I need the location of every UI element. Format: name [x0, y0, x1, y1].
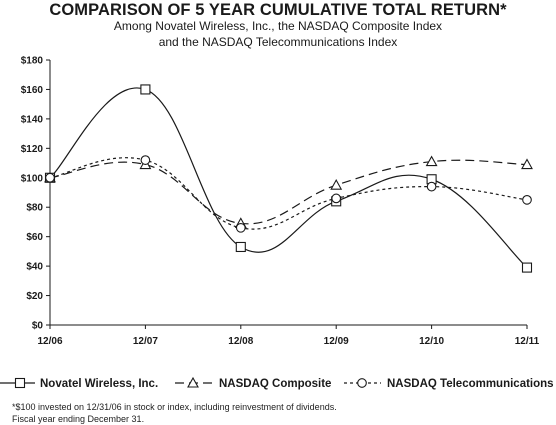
legend-marker-triangle — [187, 376, 199, 388]
x-tick-label: 12/06 — [37, 336, 62, 347]
data-point-circle — [140, 155, 151, 165]
series-triangle — [44, 155, 533, 228]
y-tick-label: $140 — [21, 114, 44, 125]
footnote-fiscal-year: Fiscal year ending December 31. — [12, 414, 145, 424]
data-point-triangle — [425, 155, 438, 167]
data-point-triangle — [521, 158, 533, 170]
data-point-circle — [331, 193, 342, 204]
series-circle — [45, 155, 532, 233]
legend-label: NASDAQ Composite — [219, 378, 331, 390]
chart-title: COMPARISON OF 5 YEAR CUMULATIVE TOTAL RE… — [49, 1, 507, 19]
legend-item-triangle: NASDAQ Composite — [175, 376, 331, 390]
x-tick-label: 12/11 — [515, 336, 540, 347]
y-tick-label: $180 — [21, 56, 44, 67]
x-tick-label: 12/08 — [228, 336, 253, 347]
data-point-circle — [522, 195, 532, 205]
y-tick-label: $120 — [21, 144, 44, 155]
y-tick-label: $60 — [26, 232, 43, 243]
legend-label: NASDAQ Telecommunications — [387, 378, 554, 390]
series-line-circle — [49, 157, 528, 230]
x-tick-label: 12/07 — [133, 336, 158, 347]
series-line-square — [49, 87, 528, 269]
y-tick-label: $100 — [21, 173, 44, 184]
legend-item-circle: NASDAQ Telecommunications — [344, 378, 554, 390]
data-point-square — [235, 241, 246, 253]
chart-subtitle-line-2: and the NASDAQ Telecommunications Index — [158, 35, 398, 49]
chart-subtitle-line-1: Among Novatel Wireless, Inc., the NASDAQ… — [113, 19, 443, 33]
y-tick-label: $40 — [26, 262, 43, 273]
data-point-square — [521, 262, 533, 273]
legend-marker-square — [14, 377, 26, 389]
x-tick-label: 12/09 — [324, 336, 349, 347]
chart-axes: $0 $20 $40 $60 $80 $100 $120 $140 $160 $180 12/06 1… — [21, 56, 540, 348]
y-tick-label: $160 — [21, 85, 44, 96]
legend-item-square: Novatel Wireless, Inc. — [0, 377, 158, 390]
legend-marker-circle — [357, 378, 367, 388]
legend-label: Novatel Wireless, Inc. — [40, 378, 158, 390]
chart-series — [44, 84, 533, 273]
y-tick-label: $0 — [32, 321, 44, 332]
series-square — [44, 84, 533, 273]
footnote-investment: *$100 invested on 12/31/06 in stock or i… — [12, 402, 337, 412]
data-point-square — [140, 84, 151, 95]
y-tick-label: $80 — [26, 203, 43, 214]
chart-legend: Novatel Wireless, Inc. NASDAQ Composite NA… — [0, 376, 554, 390]
y-tick-label: $20 — [26, 291, 43, 302]
data-point-circle — [426, 181, 437, 192]
data-point-triangle — [330, 179, 343, 190]
data-point-circle — [235, 222, 246, 233]
data-point-circle — [45, 172, 55, 183]
x-tick-label: 12/10 — [419, 336, 444, 347]
